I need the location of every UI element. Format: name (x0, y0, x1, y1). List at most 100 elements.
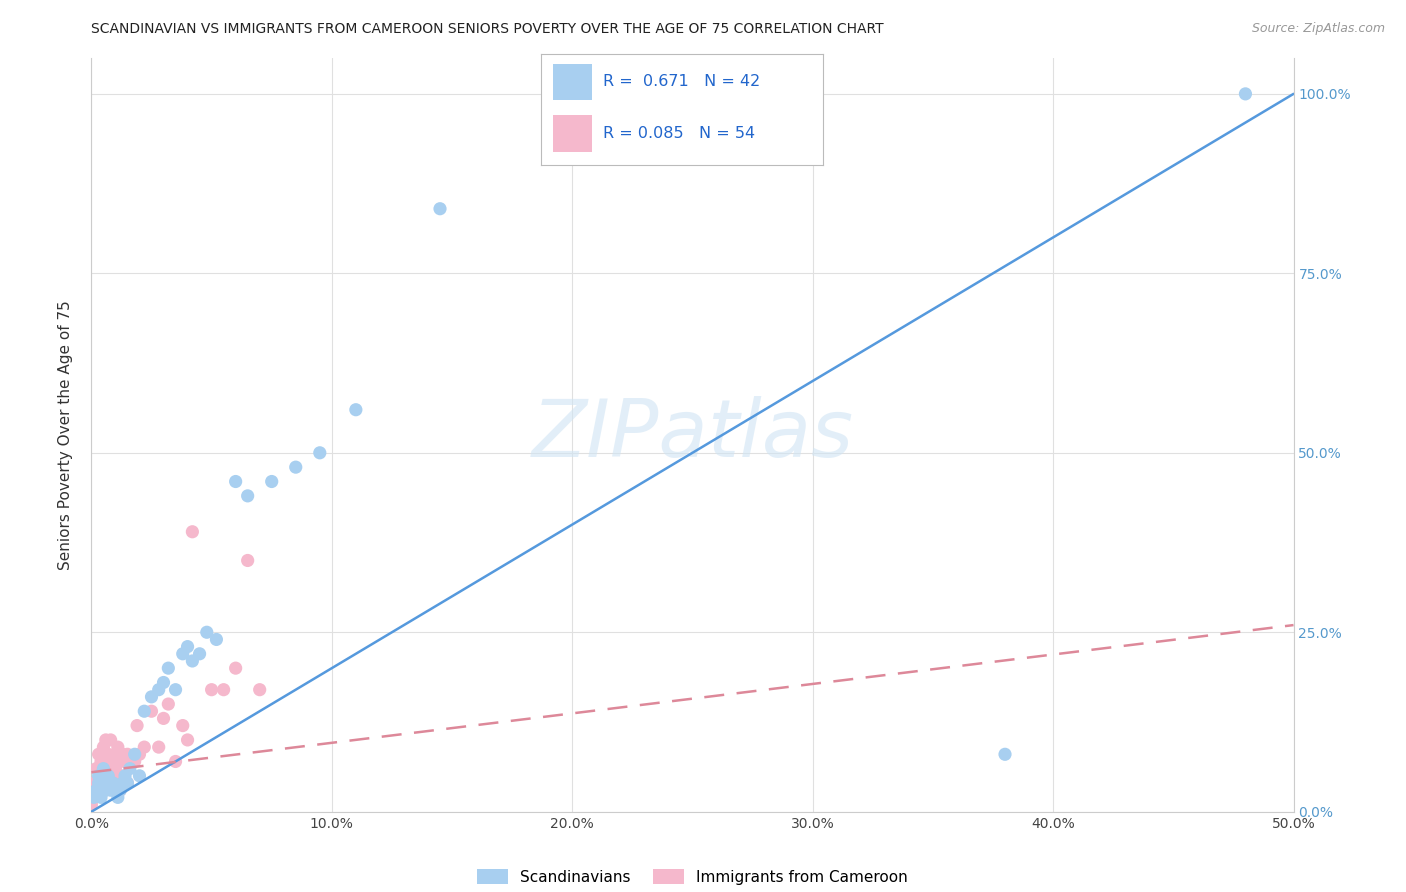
Point (429, 202, 451, 216)
Point (111, 776, 134, 790)
Point (83, 776, 105, 790)
Point (141, 690, 163, 704)
Point (84, 783, 107, 797)
Point (90, 790, 112, 805)
Bar (553, 63, 592, 101)
Point (141, 704, 163, 718)
Point (104, 776, 127, 790)
Point (118, 755, 141, 769)
Point (176, 640, 198, 654)
Point (100, 783, 122, 797)
Point (225, 475, 247, 489)
Point (201, 682, 224, 697)
Point (94, 783, 117, 797)
Point (195, 625, 218, 640)
Point (84, 762, 107, 776)
Point (104, 783, 127, 797)
Point (101, 776, 124, 790)
Point (148, 740, 170, 755)
Point (87, 769, 110, 783)
Point (249, 682, 271, 697)
Point (93, 762, 115, 776)
Point (104, 747, 127, 762)
Point (152, 711, 174, 725)
Y-axis label: Seniors Poverty Over the Age of 75: Seniors Poverty Over the Age of 75 (58, 300, 73, 570)
Point (114, 755, 136, 769)
Point (110, 783, 132, 797)
Point (157, 697, 180, 711)
Point (107, 769, 129, 783)
Point (148, 682, 170, 697)
Point (344, 402, 367, 417)
Point (994, 747, 1017, 762)
Point (114, 769, 136, 783)
Point (97, 776, 120, 790)
Point (80, 797, 103, 812)
Point (212, 682, 235, 697)
Point (83, 790, 105, 805)
Point (110, 755, 132, 769)
Point (107, 740, 129, 755)
Point (94, 733, 117, 747)
Point (118, 762, 141, 776)
Point (84, 783, 107, 797)
Point (117, 776, 139, 790)
Point (205, 632, 228, 647)
Point (181, 654, 204, 668)
Point (93, 776, 115, 790)
Point (87, 747, 110, 762)
Point (93, 776, 115, 790)
Point (152, 675, 174, 690)
Point (111, 769, 134, 783)
Point (134, 704, 156, 718)
Point (121, 755, 143, 769)
Point (188, 647, 211, 661)
Point (97, 747, 120, 762)
Point (284, 460, 307, 475)
Point (100, 769, 122, 783)
Point (134, 740, 156, 755)
Point (260, 475, 283, 489)
Point (110, 783, 132, 797)
Point (117, 747, 139, 762)
Text: ZIPatlas: ZIPatlas (531, 396, 853, 474)
Point (172, 718, 194, 732)
Point (236, 553, 259, 567)
Bar (553, 115, 592, 152)
Point (101, 762, 124, 776)
Point (87, 776, 110, 790)
Point (124, 747, 146, 762)
Point (97, 776, 120, 790)
Point (101, 776, 124, 790)
Point (107, 790, 129, 805)
Point (124, 755, 146, 769)
Point (104, 762, 127, 776)
Point (87, 762, 110, 776)
Point (165, 755, 187, 769)
Point (176, 733, 198, 747)
Point (94, 755, 117, 769)
Text: Source: ZipAtlas.com: Source: ZipAtlas.com (1251, 22, 1385, 36)
Point (165, 682, 187, 697)
Point (97, 769, 120, 783)
Point (93, 740, 115, 755)
Point (172, 647, 194, 661)
Point (125, 718, 148, 732)
Point (83, 790, 105, 805)
Point (100, 733, 122, 747)
Point (225, 661, 247, 675)
Point (90, 769, 112, 783)
Point (128, 769, 150, 783)
Point (87, 776, 110, 790)
Text: SCANDINAVIAN VS IMMIGRANTS FROM CAMEROON SENIORS POVERTY OVER THE AGE OF 75 CORR: SCANDINAVIAN VS IMMIGRANTS FROM CAMEROON… (91, 22, 884, 37)
Point (111, 747, 134, 762)
Point (1234, 87, 1257, 101)
Point (308, 446, 330, 460)
Point (157, 661, 180, 675)
Point (128, 747, 150, 762)
Point (100, 755, 122, 769)
Text: R =  0.671   N = 42: R = 0.671 N = 42 (603, 74, 761, 89)
Point (117, 776, 139, 790)
Point (90, 755, 112, 769)
Point (236, 489, 259, 503)
